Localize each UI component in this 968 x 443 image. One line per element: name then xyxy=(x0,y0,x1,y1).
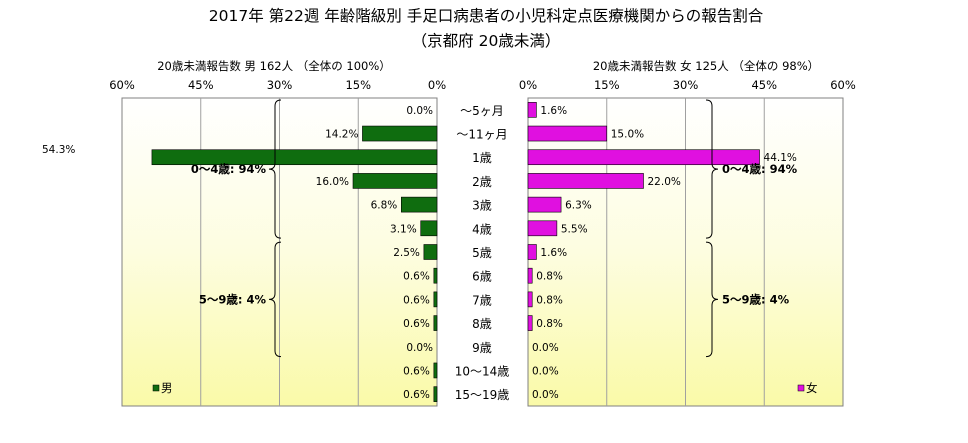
female-bars: 1.6% 15.0% 44.1% 22.0% 6.3% 5.5% 1.6% 0.8% 0.8% 0… xyxy=(527,102,797,401)
male-bar xyxy=(362,125,438,142)
female-data-label: 0.8% xyxy=(536,294,563,306)
female-bar xyxy=(527,149,760,166)
category-label: 3歳 xyxy=(472,199,492,213)
male-bracket-label: 0～4歳: 94% xyxy=(191,162,267,176)
female-data-label: 0.0% xyxy=(532,342,559,354)
female-bar xyxy=(527,291,533,308)
category-label: 15～19歳 xyxy=(455,388,510,402)
female-x-tick-label: 30% xyxy=(673,78,699,92)
female-x-tick-label: 15% xyxy=(594,78,620,92)
male-bar xyxy=(433,315,438,331)
male-bar xyxy=(433,362,438,379)
female-axis-ticks: 0% 15% 30% 45% 60% xyxy=(519,78,856,92)
category-label: ～11ヶ月 xyxy=(456,128,507,142)
female-data-label: 5.5% xyxy=(561,223,588,235)
female-x-tick-label: 60% xyxy=(830,78,856,92)
female-data-label: 15.0% xyxy=(611,129,644,141)
male-bar xyxy=(433,267,438,284)
female-gridlines xyxy=(606,98,765,406)
category-label: 1歳 xyxy=(472,151,492,165)
female-bar xyxy=(527,102,537,118)
male-x-tick-label: 0% xyxy=(428,78,446,92)
female-data-label: 22.0% xyxy=(648,176,681,188)
category-label: 5歳 xyxy=(472,246,492,260)
female-data-label: 0.8% xyxy=(536,271,563,283)
female-bar xyxy=(527,267,533,284)
male-axis-ticks: 0% 15% 30% 45% 60% xyxy=(109,78,446,92)
category-label: 7歳 xyxy=(472,293,492,307)
female-data-label: 0.8% xyxy=(536,318,563,330)
female-data-label: 44.1% xyxy=(764,152,797,164)
male-bar xyxy=(433,386,438,402)
female-bracket-label: 0～4歳: 94% xyxy=(722,162,798,176)
male-data-label: 0.6% xyxy=(403,294,430,306)
category-label: 10～14歳 xyxy=(455,364,510,378)
male-bar xyxy=(352,173,438,189)
male-bar xyxy=(423,244,438,260)
male-data-label: 14.2% xyxy=(325,129,358,141)
male-bar xyxy=(433,291,438,308)
category-label: 6歳 xyxy=(472,270,492,284)
bracket-line xyxy=(705,99,719,239)
age-category-labels: ～5ヶ月 ～11ヶ月 1歳 2歳 3歳 4歳 5歳 6歳 7歳 8歳 9歳 10～14歳 15～19歳 xyxy=(455,104,510,402)
category-label: ～5ヶ月 xyxy=(460,104,504,118)
female-x-tick-label: 45% xyxy=(751,78,777,92)
chart-subtitle: （京都府 20歳未満） xyxy=(412,32,561,50)
chart-title: 2017年 第22週 年齢階級別 手足口病患者の小児科定点医療機関からの報告割合 xyxy=(209,7,764,25)
bracket-line xyxy=(268,241,282,358)
female-header: 20歳未満報告数 女 125人 （全体の 98%） xyxy=(593,59,819,73)
female-bracket-label: 5～9歳: 4% xyxy=(722,292,790,306)
male-data-label: 6.8% xyxy=(371,200,398,212)
female-data-label: 0.0% xyxy=(532,389,559,401)
female-bar xyxy=(527,244,537,260)
male-data-label: 3.1% xyxy=(390,223,417,235)
male-bar xyxy=(151,149,438,166)
age-group-brackets: 0～4歳: 94% 5～9歳: 4% 0～4歳: 94% 5～9歳: 4% xyxy=(191,99,798,358)
male-legend-label: 男 xyxy=(161,381,173,395)
male-legend-swatch xyxy=(152,384,160,392)
male-bracket-label: 5～9歳: 4% xyxy=(199,292,267,306)
female-legend-label: 女 xyxy=(806,381,818,395)
male-data-label: 16.0% xyxy=(316,176,349,188)
male-bar xyxy=(400,196,438,213)
female-data-label: 0.0% xyxy=(532,365,559,377)
male-data-label: 0.6% xyxy=(403,365,430,377)
male-x-tick-label: 30% xyxy=(267,78,293,92)
female-bar xyxy=(527,125,608,142)
bracket-line xyxy=(705,241,719,358)
male-data-label: 0.6% xyxy=(403,318,430,330)
female-legend: 女 xyxy=(797,381,818,395)
male-bar xyxy=(420,220,438,237)
male-data-label: 0.0% xyxy=(406,342,433,354)
female-data-label: 6.3% xyxy=(565,200,592,212)
female-x-tick-label: 0% xyxy=(519,78,537,92)
male-header: 20歳未満報告数 男 162人 （全体の 100%） xyxy=(157,59,391,73)
male-data-label: 54.3% xyxy=(42,144,75,156)
male-gridlines xyxy=(200,98,359,406)
female-bar xyxy=(527,315,533,331)
male-data-label: 2.5% xyxy=(393,247,420,259)
category-label: 9歳 xyxy=(472,341,492,355)
male-data-label: 0.6% xyxy=(403,271,430,283)
male-x-tick-label: 60% xyxy=(109,78,135,92)
female-bar xyxy=(527,173,644,189)
female-bar xyxy=(527,220,558,237)
male-data-label: 0.6% xyxy=(403,389,430,401)
category-label: 8歳 xyxy=(472,317,492,331)
male-legend: 男 xyxy=(152,381,173,395)
category-label: 4歳 xyxy=(472,222,492,236)
female-data-label: 1.6% xyxy=(540,247,567,259)
female-data-label: 1.6% xyxy=(540,105,567,117)
bracket-line xyxy=(268,99,282,239)
male-data-label: 0.0% xyxy=(406,105,433,117)
female-bar xyxy=(527,196,562,213)
category-label: 2歳 xyxy=(472,175,492,189)
female-legend-swatch xyxy=(797,384,805,392)
male-bars: 0.0% 14.2% 54.3% 16.0% 6.8% 3.1% 2.5% 0.6% 0.6% 0… xyxy=(42,105,438,402)
male-x-tick-label: 45% xyxy=(188,78,214,92)
male-x-tick-label: 15% xyxy=(345,78,371,92)
